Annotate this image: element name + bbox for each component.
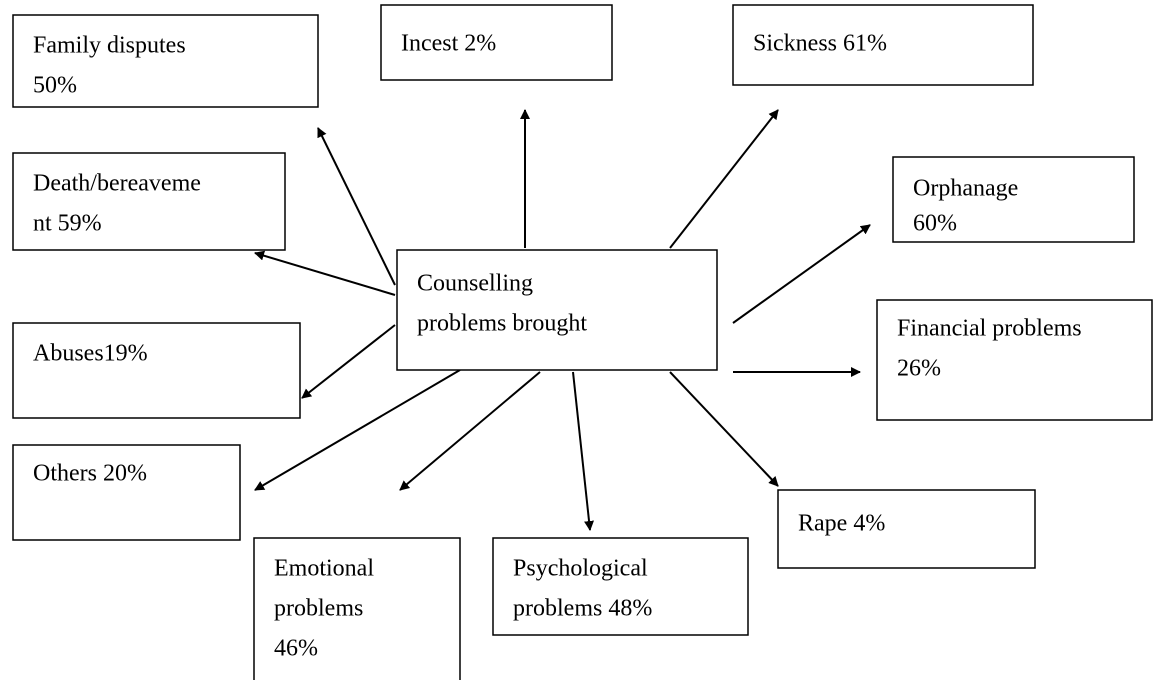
arrow [317, 127, 396, 286]
arrow [254, 250, 396, 296]
node: Incest 2% [380, 4, 613, 81]
arrow [669, 371, 779, 487]
node-label: problems [274, 596, 363, 622]
node-box [12, 152, 286, 251]
arrow [399, 371, 541, 491]
node-box [396, 249, 718, 371]
node-box [253, 537, 461, 680]
node-label: Family disputes [33, 33, 186, 59]
arrow [669, 109, 779, 249]
node: Counselling problems brought [396, 249, 718, 371]
node-label: problems brought [417, 311, 587, 337]
node-label: Others 20% [33, 461, 147, 487]
node-box [492, 537, 749, 636]
node-box [876, 299, 1153, 421]
node-label: Sickness 61% [753, 31, 887, 57]
arrows [254, 109, 871, 531]
node-label: Orphanage [913, 176, 1018, 202]
node: Sickness 61% [732, 4, 1034, 86]
node-label: nt 59% [33, 211, 102, 237]
node-label: Rape 4% [798, 511, 885, 537]
node: Others 20% [12, 444, 241, 541]
node: Family disputes 50% [12, 14, 319, 108]
node: Financial problems 26% [876, 299, 1153, 421]
node-box [892, 156, 1135, 243]
node: Abuses19% [12, 322, 301, 419]
arrow [572, 371, 595, 531]
node: Orphanage 60% [892, 156, 1135, 243]
node: Rape 4% [777, 489, 1036, 569]
arrow [301, 324, 396, 399]
node-box [12, 14, 319, 108]
node-label: Counselling [417, 271, 533, 297]
arrow [254, 369, 461, 491]
node: Emotional problems 46% [253, 537, 461, 680]
node-box [12, 322, 301, 419]
arrow [732, 224, 871, 324]
node-box [732, 4, 1034, 86]
node-label: problems 48% [513, 596, 652, 622]
node-box [12, 444, 241, 541]
node-label: 26% [897, 356, 941, 382]
node-box [380, 4, 613, 81]
node: Death/bereaveme nt 59% [12, 152, 286, 251]
node-box [777, 489, 1036, 569]
node-label: Incest 2% [401, 31, 496, 57]
node-label: Death/bereaveme [33, 171, 201, 197]
node-label: 50% [33, 73, 77, 99]
node: Psychological problems 48% [492, 537, 749, 636]
node-label: 60% [913, 211, 957, 237]
node-label: Abuses19% [33, 341, 148, 367]
node-label: Emotional [274, 556, 374, 582]
node-label: Financial problems [897, 316, 1082, 342]
node-label: Psychological [513, 556, 648, 582]
node-label: 46% [274, 636, 318, 662]
